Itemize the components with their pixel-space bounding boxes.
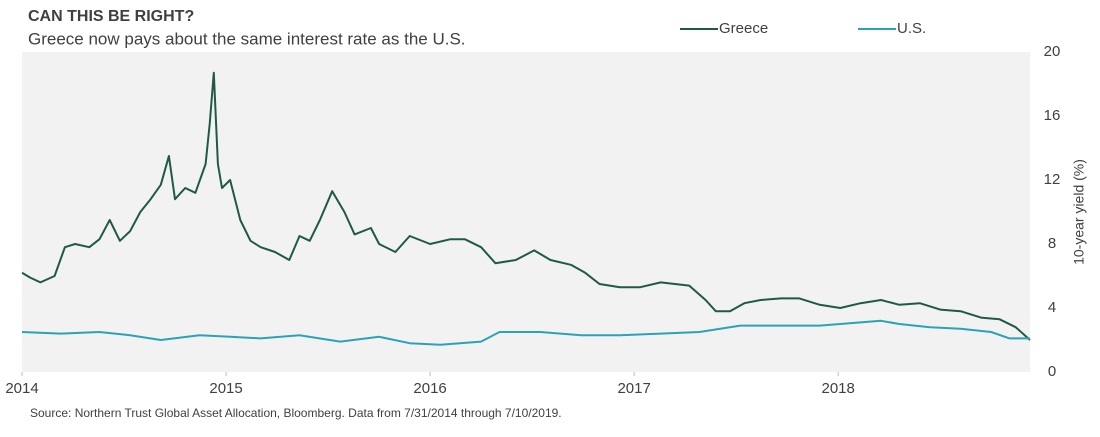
legend-label: Greece <box>719 20 768 37</box>
y-tick-label: 12 <box>1044 171 1061 188</box>
x-tick-label: 2018 <box>822 380 855 397</box>
y-tick-label: 8 <box>1048 235 1056 252</box>
chart-subtitle: Greece now pays about the same interest … <box>28 29 466 48</box>
x-tick-label: 2014 <box>5 380 38 397</box>
plot-area <box>22 52 1030 372</box>
y-tick-label: 0 <box>1048 363 1056 380</box>
y-tick-label: 4 <box>1048 299 1056 316</box>
x-tick-label: 2015 <box>209 380 242 397</box>
chart-title: CAN THIS BE RIGHT? <box>28 8 194 25</box>
y-tick-label: 20 <box>1044 43 1061 60</box>
x-tick-label: 2016 <box>413 380 446 397</box>
legend-label: U.S. <box>897 20 926 37</box>
source-note: Source: Northern Trust Global Asset Allo… <box>30 406 562 420</box>
y-axis-label: 10-year yield (%) <box>1071 159 1087 265</box>
x-tick-label: 2017 <box>617 380 650 397</box>
series-line <box>21 71 1031 341</box>
y-tick-label: 16 <box>1044 107 1061 124</box>
series-line <box>21 319 1030 346</box>
